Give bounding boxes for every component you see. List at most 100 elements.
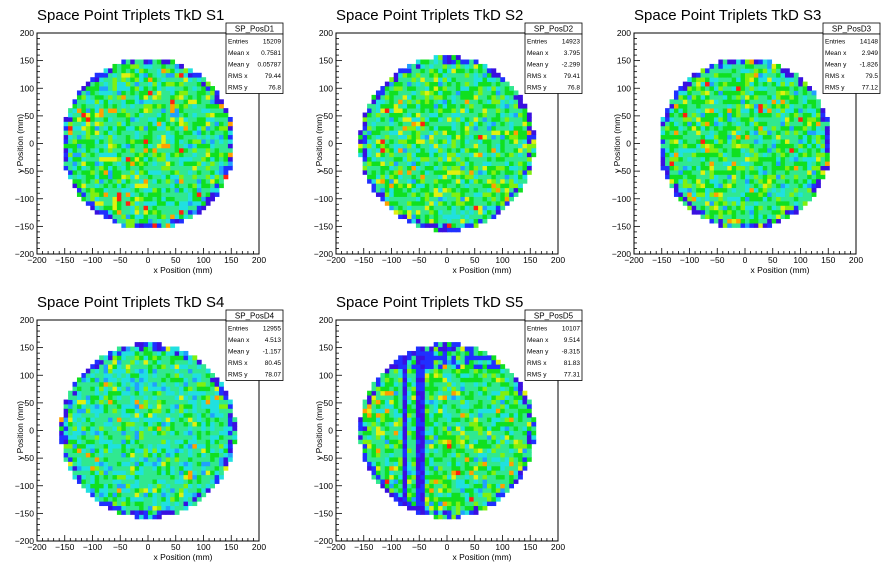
- heatmap-cell: [376, 95, 381, 100]
- heatmap-cell: [112, 201, 117, 206]
- heatmap-cell: [95, 99, 100, 104]
- heatmap-cell: [487, 82, 492, 87]
- heatmap-cell: [460, 108, 465, 113]
- heatmap-cell: [389, 188, 394, 193]
- heatmap-cell: [407, 157, 412, 162]
- heatmap-cell: [179, 488, 184, 493]
- stats-name: SP_PosD1: [235, 25, 275, 34]
- heatmap-cell: [478, 90, 483, 95]
- heatmap-cell: [451, 64, 456, 69]
- heatmap-cell: [112, 400, 117, 405]
- heatmap-cell: [714, 174, 719, 179]
- heatmap-cell: [68, 435, 73, 440]
- heatmap-cell: [117, 86, 122, 91]
- heatmap-cell: [749, 86, 754, 91]
- heatmap-cell: [108, 470, 113, 475]
- heatmap-cell: [144, 179, 149, 184]
- heatmap-cell: [736, 188, 741, 193]
- heatmap-cell: [86, 435, 91, 440]
- heatmap-cell: [443, 201, 448, 206]
- heatmap-cell: [219, 117, 224, 122]
- heatmap-cell: [117, 157, 122, 162]
- heatmap-cell: [425, 188, 430, 193]
- heatmap-cell: [701, 135, 706, 140]
- heatmap-cell: [157, 104, 162, 109]
- heatmap-cell: [474, 223, 479, 228]
- heatmap-cell: [117, 501, 122, 506]
- heatmap-cell: [727, 135, 732, 140]
- heatmap-cell: [95, 466, 100, 471]
- heatmap-cell: [223, 121, 228, 126]
- heatmap-cell: [99, 188, 104, 193]
- heatmap-cell: [112, 391, 117, 396]
- heatmap-cell: [99, 82, 104, 87]
- heatmap-cell: [206, 99, 211, 104]
- heatmap-cell: [188, 484, 193, 489]
- heatmap-cell: [776, 104, 781, 109]
- heatmap-cell: [794, 99, 799, 104]
- heatmap-cell: [754, 157, 759, 162]
- heatmap-cell: [478, 82, 483, 87]
- heatmap-cell: [64, 408, 69, 413]
- heatmap-cell: [745, 86, 750, 91]
- heatmap-cell: [434, 201, 439, 206]
- heatmap-cell: [170, 174, 175, 179]
- heatmap-cell: [179, 431, 184, 436]
- heatmap-cell: [794, 152, 799, 157]
- heatmap-cell: [157, 342, 162, 347]
- heatmap-cell: [135, 435, 140, 440]
- heatmap-cell: [758, 148, 763, 153]
- heatmap-cell: [121, 444, 126, 449]
- heatmap-cell: [188, 144, 193, 149]
- heatmap-cell: [425, 161, 430, 166]
- heatmap-cell: [117, 104, 122, 109]
- heatmap-cell: [438, 223, 443, 228]
- heatmap-cell: [86, 183, 91, 188]
- heatmap-cell: [175, 347, 180, 352]
- heatmap-cell: [496, 197, 501, 202]
- heatmap-cell: [429, 64, 434, 69]
- heatmap-cell: [420, 64, 425, 69]
- heatmap-cell: [794, 135, 799, 140]
- heatmap-cell: [429, 197, 434, 202]
- heatmap-cell: [696, 179, 701, 184]
- heatmap-cell: [144, 364, 149, 369]
- heatmap-cell: [121, 68, 126, 73]
- heatmap-cell: [188, 488, 193, 493]
- heatmap-cell: [81, 135, 86, 140]
- heatmap-cell: [77, 90, 82, 95]
- heatmap-cell: [696, 108, 701, 113]
- heatmap-cell: [781, 183, 786, 188]
- heatmap-cell: [469, 144, 474, 149]
- heatmap-cell: [763, 130, 768, 135]
- heatmap-cell: [749, 139, 754, 144]
- heatmap-cell: [130, 197, 135, 202]
- heatmap-cell: [210, 161, 215, 166]
- heatmap-cell: [781, 104, 786, 109]
- stats-row-label: RMS y: [228, 85, 248, 92]
- heatmap-cell: [104, 113, 109, 118]
- heatmap-cell: [451, 197, 456, 202]
- heatmap-cell: [456, 148, 461, 153]
- heatmap-cell: [789, 77, 794, 82]
- heatmap-cell: [514, 104, 519, 109]
- heatmap-cell: [527, 139, 532, 144]
- heatmap-cell: [451, 135, 456, 140]
- heatmap-cell: [670, 144, 675, 149]
- heatmap-cell: [121, 64, 126, 69]
- heatmap-cell: [429, 86, 434, 91]
- heatmap-cell: [718, 201, 723, 206]
- heatmap-cell: [789, 144, 794, 149]
- heatmap-cell: [763, 192, 768, 197]
- heatmap-cell: [678, 121, 683, 126]
- heatmap-cell: [803, 99, 808, 104]
- heatmap-cell: [64, 400, 69, 405]
- heatmap-cell: [509, 157, 514, 162]
- heatmap-cell: [403, 166, 408, 171]
- heatmap-cell: [438, 95, 443, 100]
- heatmap-cell: [184, 479, 189, 484]
- heatmap-cell: [820, 148, 825, 153]
- heatmap-cell: [95, 404, 100, 409]
- heatmap-cell: [152, 355, 157, 360]
- heatmap-cell: [157, 223, 162, 228]
